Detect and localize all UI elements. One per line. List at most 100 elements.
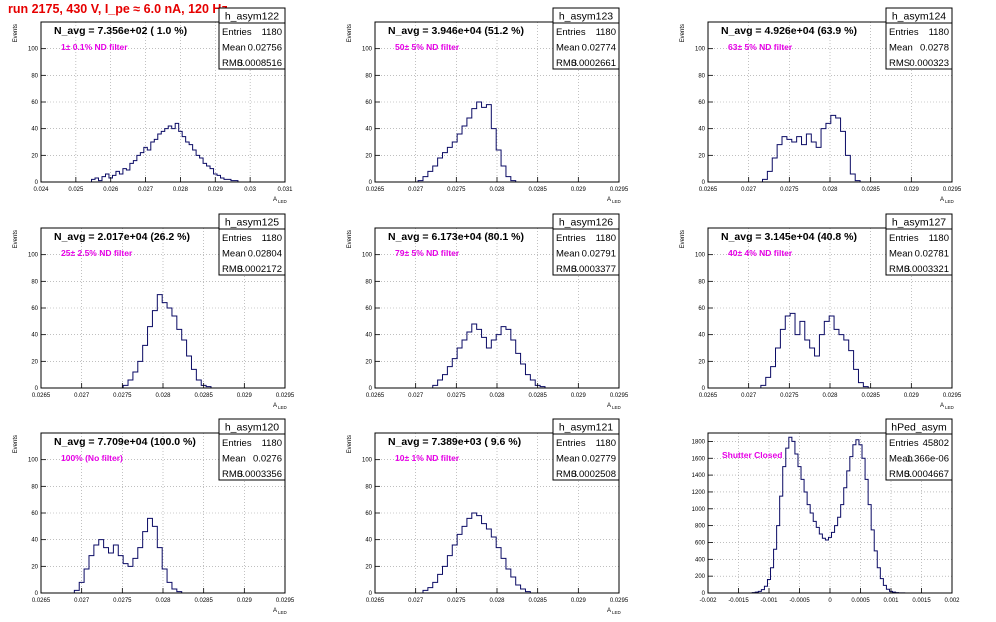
y-tick-label: 0 [369,591,373,597]
y-tick-label: 40 [31,333,38,339]
histogram-name: h_asym127 [892,217,946,229]
x-axis-title: ALED [273,197,288,204]
x-tick-label: 0.0275 [447,393,466,399]
x-tick-label: 0.0285 [528,187,547,193]
y-tick-label: 20 [365,153,372,159]
y-tick-label: 100 [695,47,706,53]
stats-value: 0.02779 [582,454,616,465]
stats-label: Entries [222,233,252,244]
y-tick-label: 20 [365,359,372,365]
filter-annotation: 1± 0.1% ND filter [61,42,128,52]
y-tick-label: 60 [698,306,705,312]
y-tick-label: 0 [702,180,706,186]
histogram-line [751,436,908,594]
stats-label: Mean [556,43,580,54]
x-tick-label: 0.027 [138,187,154,193]
y-tick-label: 1400 [692,473,706,479]
y-tick-label: 60 [365,511,372,517]
stats-value: 0.0003321 [904,264,949,275]
y-tick-label: 20 [698,153,705,159]
x-tick-label: 0.029 [571,393,587,399]
histogram-panel-h_asym125: 0.0265 0.027 0.0275 0.028 0.0285 0.029 0.0295 0… [13,213,295,410]
filter-annotation: 50± 5% ND filter [395,42,460,52]
stats-value: 0.000323 [909,58,949,69]
x-tick-label: 0.0265 [699,393,718,399]
x-axis-title: ALED [607,608,622,615]
stats-box [218,22,286,70]
x-tick-label: 0.029 [237,393,253,399]
histogram-line [73,517,183,593]
navg-label: N_avg = 2.017e+04 (26.2 %) [54,231,190,243]
histogram-line [432,323,546,388]
x-tick-label: 0.031 [277,187,293,193]
y-tick-label: 80 [698,279,705,285]
histogram-name: h_asym121 [559,422,613,434]
x-tick-label: 0.0275 [113,598,132,604]
y-tick-label: 40 [31,127,38,133]
navg-label: N_avg = 6.173e+04 (80.1 %) [388,231,524,243]
stats-label: RMS [556,264,577,275]
stats-value: 1180 [596,233,616,244]
y-tick-label: 0 [35,180,39,186]
histogram-panel-hPed_asym: -0.002 -0.0015 -0.001 -0.0005 0 0.0005 0.001 0.… [692,418,960,604]
stats-label: RMS [889,58,910,69]
y-tick-label: 0 [702,386,706,392]
y-tick-label: 60 [31,511,38,517]
stats-value: 0.02781 [915,249,949,260]
stats-label: Mean [556,249,580,260]
x-tick-label: 0.0285 [194,598,213,604]
x-tick-label: 0.0295 [276,598,295,604]
stats-box [218,433,286,481]
stats-value: 1180 [262,233,282,244]
navg-label: N_avg = 3.145e+04 (40.8 %) [721,231,857,243]
y-tick-label: 600 [695,540,706,546]
y-tick-label: 40 [365,538,372,544]
stats-label: Entries [889,438,919,449]
y-tick-label: 0 [702,591,706,597]
y-tick-label: 0 [369,386,373,392]
x-tick-label: 0.0295 [943,393,962,399]
x-tick-label: 0.0295 [276,393,295,399]
x-tick-label: 0.0265 [366,393,385,399]
stats-label: Entries [889,27,919,38]
stats-value: 1180 [262,438,282,449]
y-tick-label: 60 [31,306,38,312]
y-tick-label: 100 [28,47,39,53]
stats-box [552,22,620,70]
stats-label: Mean [222,454,246,465]
y-tick-label: 1200 [692,490,706,496]
y-axis-title: Events [13,435,19,453]
y-tick-label: 0 [369,180,373,186]
stats-label: Entries [222,27,252,38]
x-tick-label: 0.027 [408,598,424,604]
y-tick-label: 60 [31,100,38,106]
histogram-line [760,312,869,388]
histogram-line [417,101,517,182]
y-tick-label: 20 [31,564,38,570]
x-tick-label: 0.0295 [610,187,629,193]
x-tick-label: 0.029 [208,187,224,193]
stats-box [552,228,620,276]
x-axis-title: ALED [940,197,955,204]
stats-label: Entries [556,27,586,38]
stats-box [885,22,953,70]
y-tick-label: 800 [695,524,706,530]
stats-label: Entries [222,438,252,449]
x-tick-label: 0.028 [173,187,189,193]
y-axis-title: Events [347,435,353,453]
stats-label: Mean [222,43,246,54]
histogram-panel-h_asym127: 0.0265 0.027 0.0275 0.028 0.0285 0.029 0.0295 0… [680,213,962,410]
y-tick-label: 1800 [692,439,706,445]
x-axis-title: ALED [273,608,288,615]
y-axis-title: Events [13,24,19,42]
y-tick-label: 100 [362,47,373,53]
stats-value: 1180 [596,27,616,38]
y-tick-label: 80 [365,484,372,490]
y-axis-title: Events [680,230,686,248]
stats-value: 0.0008516 [237,58,282,69]
stats-label: RMS [222,264,243,275]
x-tick-label: 0.0285 [528,393,547,399]
stats-label: Entries [556,233,586,244]
histogram-line [422,512,531,593]
x-tick-label: 0.0285 [861,187,880,193]
